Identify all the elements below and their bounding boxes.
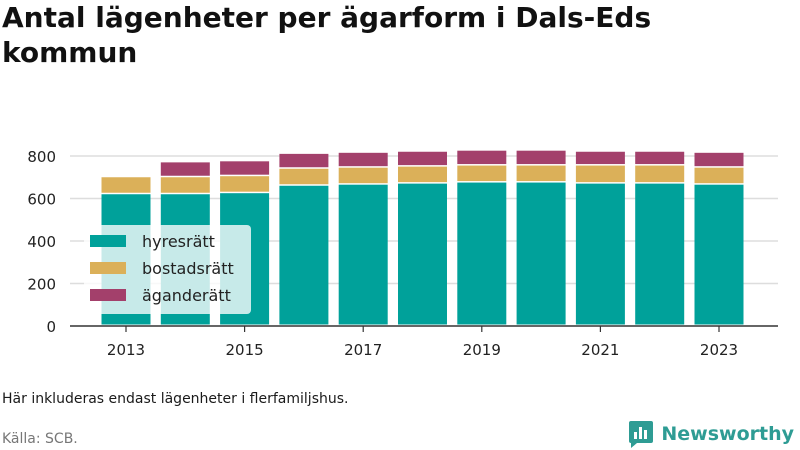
bar-segment	[338, 184, 388, 325]
legend: hyresrätt bostadsrätt äganderätt	[84, 225, 251, 314]
x-tick-label: 2017	[344, 341, 382, 359]
y-tick-label: 800	[27, 148, 56, 166]
bar-segment	[338, 167, 388, 184]
x-tick-label: 2015	[226, 341, 264, 359]
bar-segment	[694, 167, 744, 184]
x-tick-label: 2021	[581, 341, 619, 359]
bar-segment	[635, 165, 685, 183]
chart-title: Antal lägenheter per ägarform i Dals-Eds…	[2, 1, 652, 69]
footnote: Här inkluderas endast lägenheter i flerf…	[2, 391, 349, 407]
legend-swatch	[90, 289, 126, 301]
bar-segment	[338, 152, 388, 167]
source-text: Källa: SCB.	[2, 431, 78, 447]
legend-label: äganderätt	[142, 286, 231, 305]
legend-label: hyresrätt	[142, 232, 215, 251]
x-tick-label: 2023	[700, 341, 738, 359]
newsworthy-logo: Newsworthy	[628, 420, 794, 448]
bar-segment	[101, 177, 151, 193]
bar-segment	[279, 153, 329, 168]
axes: 0 200 400 600 800 2013 2015 2017 2019 2021 2023	[27, 148, 778, 359]
bar-segment	[694, 184, 744, 325]
stacked-bar-chart: 0 200 400 600 800 2013 2015 2017 2019 2021 2023 hy…	[27, 148, 778, 359]
x-tick-label: 2013	[107, 341, 145, 359]
bar-segment	[220, 161, 270, 175]
bar-segment	[398, 183, 447, 325]
bar-segment	[516, 150, 566, 165]
bar-segment	[635, 183, 685, 325]
bar-segment	[516, 182, 566, 325]
y-tick-label: 200	[27, 276, 56, 294]
bar-segment	[398, 151, 447, 166]
bar-segment	[516, 165, 566, 182]
bar-chart-speech-bubble-icon	[629, 421, 654, 448]
bar-segment	[279, 185, 329, 325]
bar-segment	[635, 151, 685, 165]
bar-segment	[457, 165, 507, 182]
y-tick-label: 0	[46, 318, 56, 336]
bar-segment	[575, 165, 625, 183]
bar-segment	[160, 177, 210, 193]
y-tick-label: 400	[27, 233, 56, 251]
brand-name: Newsworthy	[661, 423, 794, 445]
x-tick-label: 2019	[463, 341, 501, 359]
bar-segment	[575, 183, 625, 325]
bar-segment	[160, 162, 210, 176]
bar-segment	[457, 182, 507, 325]
y-tick-label: 600	[27, 191, 56, 209]
bar-segment	[694, 152, 744, 167]
bar-segment	[279, 168, 329, 185]
legend-label: bostadsrätt	[142, 259, 234, 278]
legend-swatch	[90, 262, 126, 274]
bar-segment	[220, 176, 270, 192]
legend-swatch	[90, 235, 126, 247]
bar-segment	[575, 151, 625, 165]
bar-segment	[398, 166, 447, 183]
bar-segment	[457, 150, 507, 165]
